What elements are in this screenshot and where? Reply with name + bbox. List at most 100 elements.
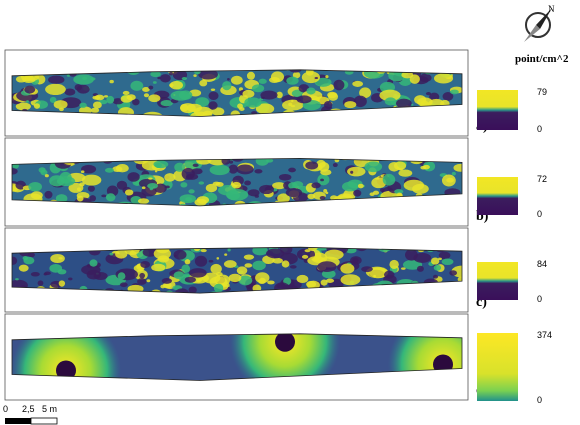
density-blob [317,261,337,272]
density-blob [132,98,140,106]
density-blob [89,195,97,202]
density-blob [244,180,251,186]
density-blob [147,182,158,189]
density-blob [223,260,237,268]
density-blob [304,249,311,253]
density-blob [15,278,19,281]
density-blob [198,181,205,185]
density-blob [371,177,387,189]
density-blob [266,248,285,259]
density-blob [109,79,114,84]
density-blob [124,189,134,196]
scale-tick: 5 m [42,404,57,414]
density-blob [342,181,359,192]
density-blob [288,182,298,190]
density-blob [122,90,130,96]
colorbar-min: 0 [537,209,542,219]
density-blob [353,189,362,197]
density-blob [164,173,176,182]
map-outline [11,333,463,381]
density-blob [159,74,171,83]
density-blob [105,193,116,202]
density-blob [26,100,29,103]
density-blob [181,167,195,180]
density-blob [184,276,196,283]
density-blob [369,192,375,197]
density-blob [323,189,328,193]
density-blob [316,159,326,169]
density-blob [45,83,66,96]
colorbar-min: 0 [537,395,542,405]
density-blob [255,272,270,284]
density-blob [59,107,64,112]
density-blob [332,162,338,168]
density-blob [180,182,188,188]
density-blob [393,161,407,171]
density-blob [179,194,197,204]
density-blob [422,164,430,170]
density-blob [12,256,18,265]
density-blob [119,282,128,288]
density-blob [405,249,418,261]
hole [275,333,295,352]
density-blob [103,95,109,98]
density-blob [281,260,290,268]
density-blob [228,273,242,283]
density-blob [255,158,269,166]
density-blob [184,259,191,265]
density-blob [320,279,328,286]
density-blob [106,95,115,104]
density-blob [53,100,68,109]
density-blob [344,101,357,109]
colorbar-max: 79 [537,87,547,97]
density-blob [333,79,345,91]
map-outline [11,69,463,117]
density-blob [73,74,94,85]
density-blob [188,189,195,194]
density-blob [252,260,266,271]
density-blob [48,75,65,84]
density-blob [137,278,147,285]
density-blob [116,180,128,190]
density-blob [94,94,105,101]
density-blob [109,252,114,256]
density-blob [289,69,302,73]
density-blob [117,272,126,280]
density-blob [194,198,207,206]
density-blob [236,164,254,175]
density-blob [398,169,413,177]
density-blob [357,183,364,189]
density-blob [307,247,318,252]
density-blob [288,102,293,107]
density-blob [165,185,170,189]
density-blob [208,91,219,101]
density-blob [442,92,454,101]
colorbar [477,177,518,215]
density-blob [395,98,412,109]
density-blob [244,97,262,108]
density-blob [227,78,230,81]
density-blob [209,164,230,176]
density-blob [200,248,207,253]
density-blob [30,191,43,200]
colorbar-max: 72 [537,174,547,184]
density-blob [23,256,35,265]
density-blob [196,278,201,283]
density-blob [188,286,197,294]
density-blob [416,265,424,272]
density-blob [49,96,57,103]
colorbar-min: 0 [537,294,542,304]
density-blob [141,186,146,190]
density-blob [243,254,255,260]
density-blob [55,194,68,203]
density-blob [314,76,319,80]
density-blob [286,76,299,85]
colorbar [477,262,518,300]
density-blob [143,93,150,98]
density-blob [429,92,440,101]
density-blob [340,274,361,286]
density-blob [115,249,128,259]
density-blob [350,170,354,174]
density-blob [50,253,65,264]
density-blob [222,81,232,91]
